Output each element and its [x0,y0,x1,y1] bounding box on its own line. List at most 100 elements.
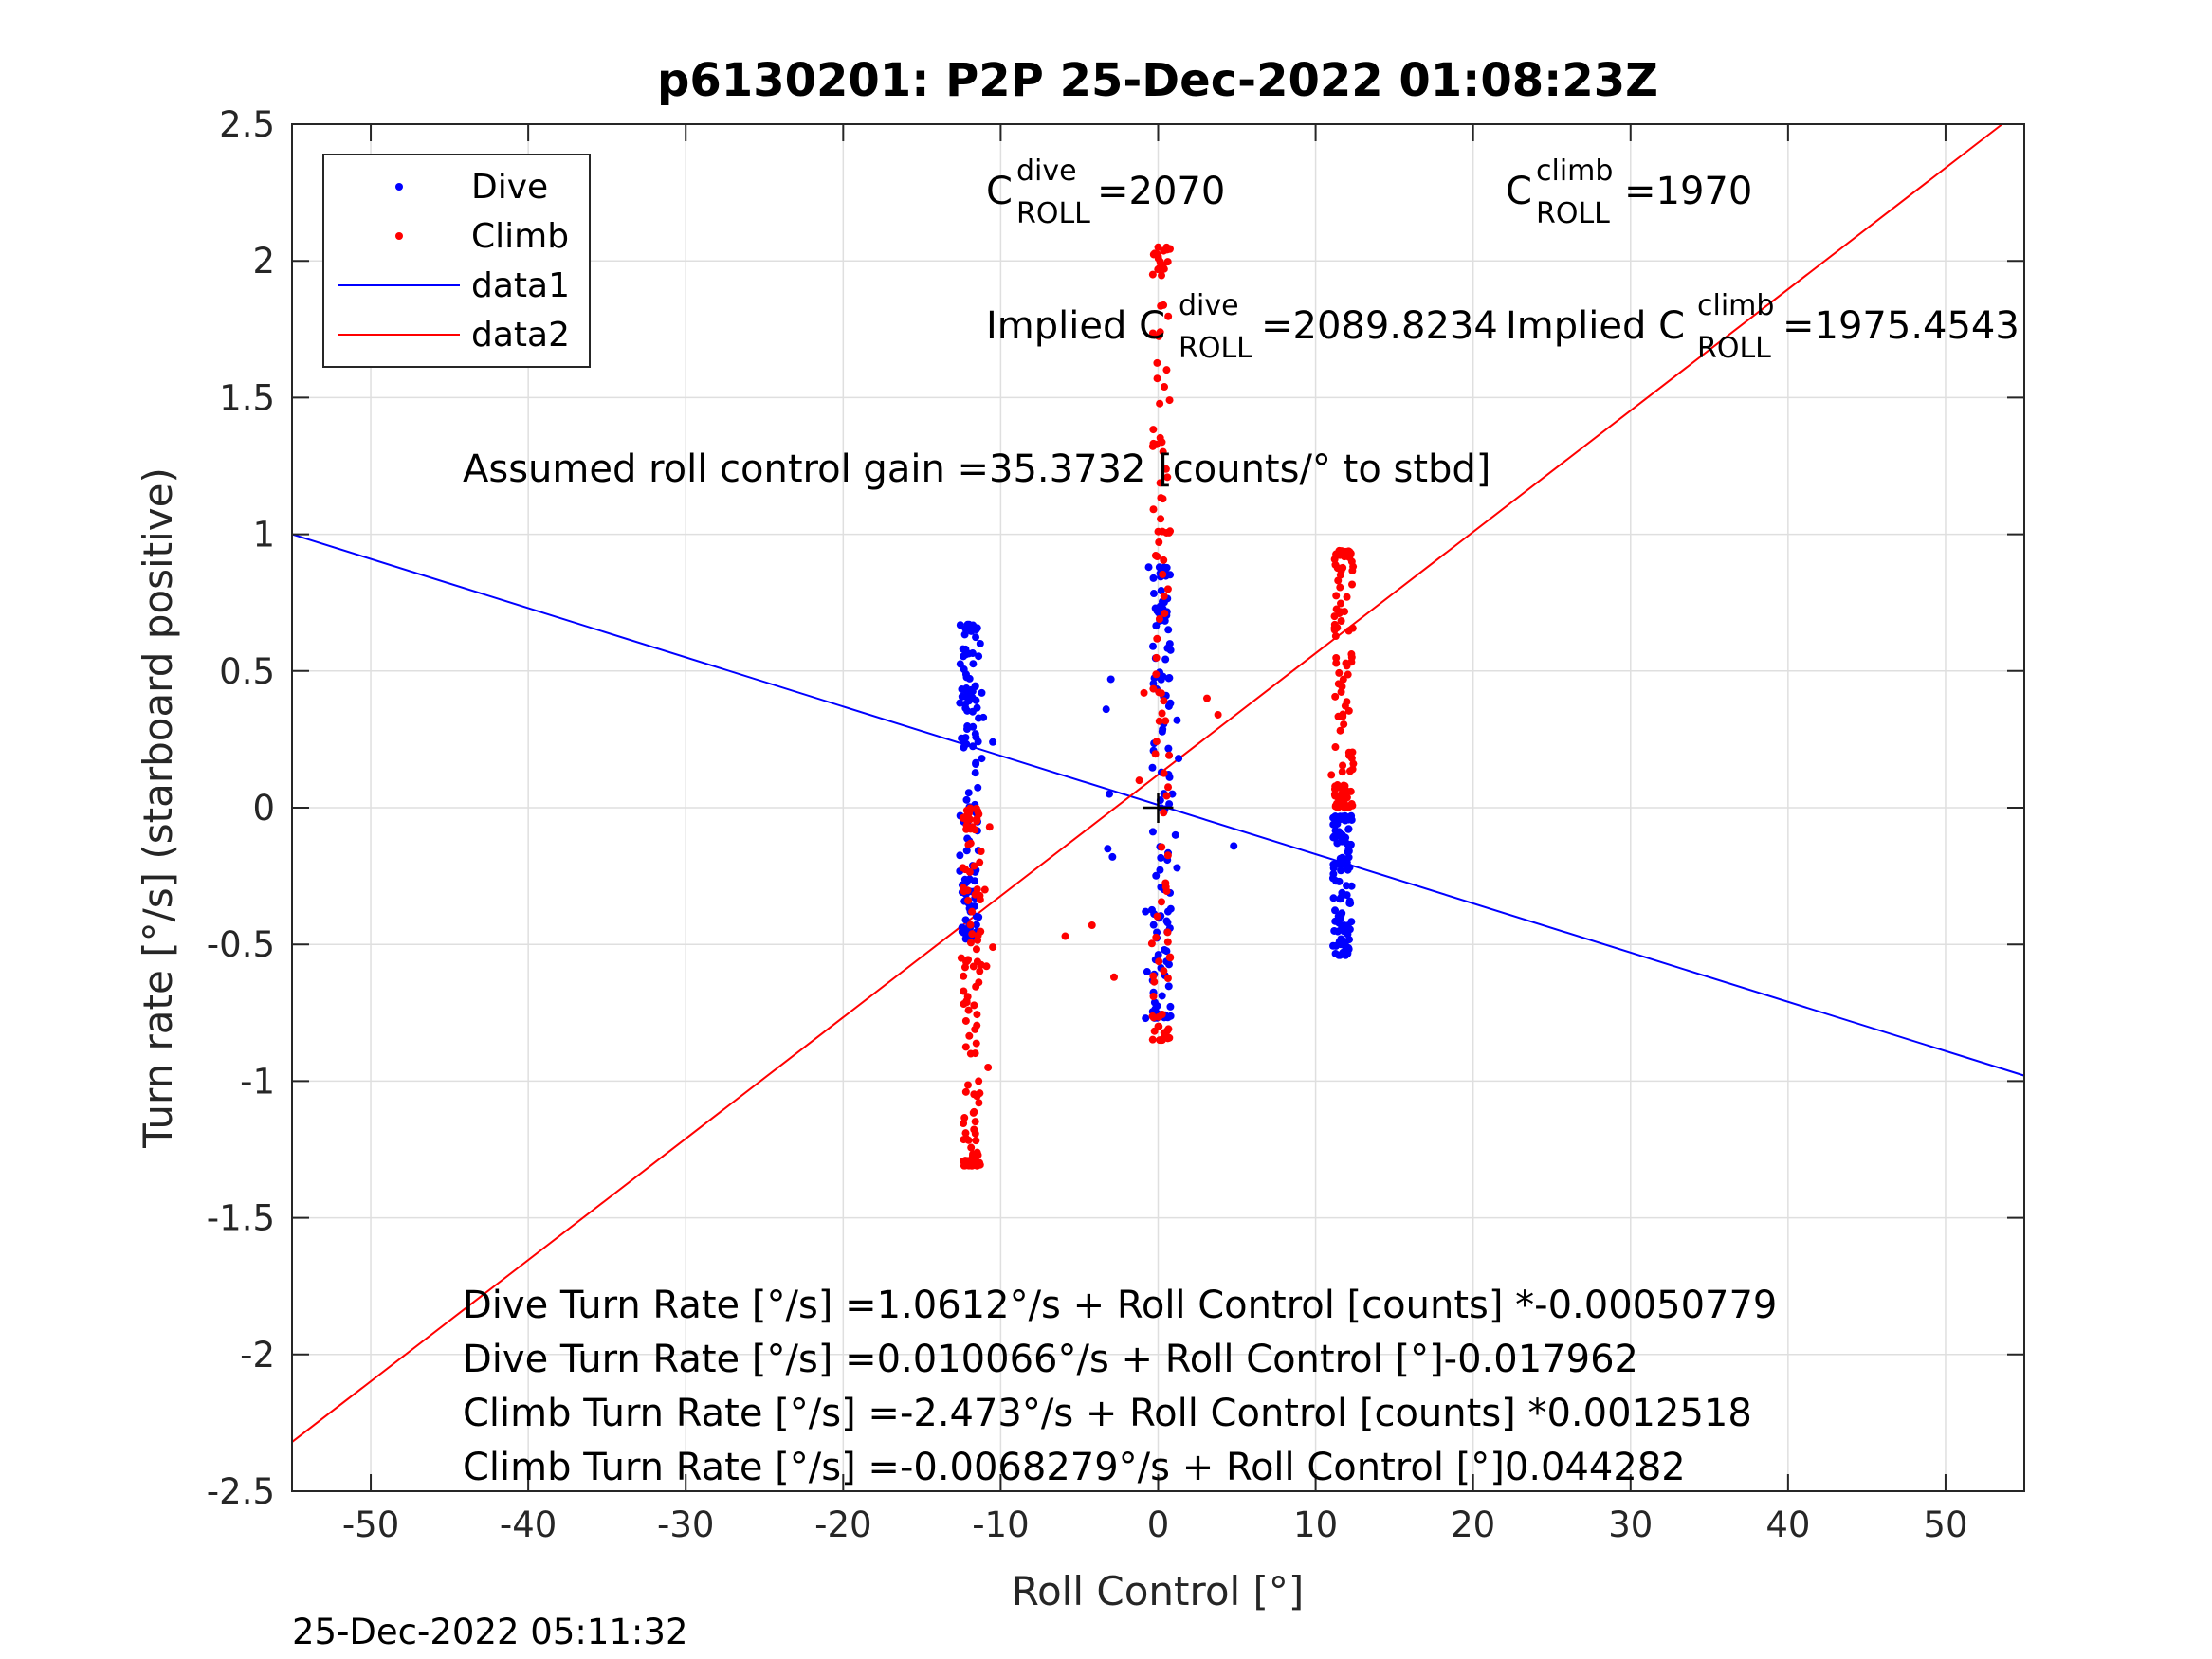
dive-point [972,633,980,642]
climb-point [966,939,975,947]
dive-point [1165,773,1174,781]
climb-point [1339,710,1347,719]
climb-point [957,954,965,962]
climb-point [1348,748,1357,757]
climb-point [962,821,971,830]
climb-point [1338,768,1346,776]
x-tick-label: 40 [1765,1504,1810,1545]
legend-dive-label: Dive [471,168,548,207]
dive-point [1329,894,1338,902]
dive-point [1329,869,1338,878]
origin-marker [1143,793,1174,823]
climb-point [1163,473,1172,482]
climb-point [1331,632,1340,641]
dive-point [1340,927,1348,936]
climb-point [1331,692,1340,701]
climb-point [1153,358,1161,367]
dive-point [1165,800,1174,809]
climb-point [1147,939,1156,948]
svg-text:=1970: =1970 [1624,170,1752,213]
dive-point [975,913,983,921]
x-tick-label: 20 [1451,1504,1495,1545]
climb-point [1163,928,1172,937]
fit-equation-2: Dive Turn Rate [°/s] =0.010066°/s + Roll… [463,1338,1638,1381]
svg-text:ROLL: ROLL [1016,197,1090,230]
svg-text:dive: dive [1179,289,1239,322]
climb-point [1154,527,1162,536]
climb-point [1334,680,1343,688]
climb-point [1159,447,1167,456]
dive-point [1149,574,1158,582]
climb-point [1152,653,1161,662]
climb-point [1341,794,1349,803]
svg-text:ROLL: ROLL [1697,332,1771,365]
legend-box [322,154,591,368]
climb-point [971,1025,979,1033]
legend-dive-marker [395,183,403,191]
climb-point [1348,801,1357,810]
climb-point [1333,624,1342,632]
y-tick-label: 0 [252,788,275,829]
climb-point [1153,634,1161,643]
climb-point [973,1092,981,1101]
dive-point [1337,911,1345,920]
climb-point [1339,675,1347,684]
svg-text:Implied C: Implied C [1506,304,1685,348]
climb-point [964,896,973,904]
dive-point [1161,655,1170,664]
climb-point [964,808,973,816]
climb-point [1148,329,1157,337]
climb-point [959,884,967,892]
y-axis-label: Turn rate [°/s] (starboard positive) [135,467,181,1149]
climb-point [1109,973,1118,981]
climb-point [1339,563,1347,572]
dive-point [1159,725,1167,734]
climb-point [1327,771,1336,779]
dive-point [968,649,977,658]
climb-point [971,1129,979,1138]
dive-point [969,660,978,668]
climb-point [959,864,967,872]
climb-point [1344,547,1353,556]
dive-point [1102,705,1110,714]
climb-point [971,1118,979,1126]
climb-point [1335,546,1344,555]
climb-point [1347,653,1356,662]
dive-point [1330,832,1339,841]
climb-point [960,1000,968,1009]
dive-point [1164,982,1173,991]
climb-point [1150,977,1159,986]
x-tick-label: 50 [1923,1504,1967,1545]
dive-point [1157,853,1165,862]
x-tick-label: -50 [342,1504,399,1545]
climb-point [1156,399,1164,408]
dive-point [967,685,976,694]
climb-point [1148,270,1157,279]
climb-point [1155,615,1163,624]
svg-text:C: C [986,170,1013,213]
climb-point [1166,527,1175,536]
dive-point [979,713,988,721]
climb-point [1160,697,1168,705]
climb-point [1156,1036,1164,1045]
y-tick-label: 1.5 [219,377,275,418]
chart-title: p6130201: P2P 25-Dec-2022 01:08:23Z [657,54,1658,107]
climb-point [972,1137,980,1145]
climb-point [1335,668,1344,677]
dive-point [1163,919,1172,927]
dive-point [1161,945,1169,954]
climb-point [961,1016,970,1025]
climb-point [961,1043,970,1051]
axis-ticks: -50 -40 -30 -20 -10 0 10 20 30 40 50-2.5-2-1.5-1-0… [207,104,2024,1545]
climb-point [975,1077,983,1085]
dive-point [1333,839,1342,848]
dive-point [1151,604,1160,612]
dive-point [969,742,978,751]
dive-point [1156,866,1164,874]
climb-point [1161,610,1169,618]
dive-point [1331,820,1340,829]
dive-point [1159,672,1167,681]
dive-point [1152,871,1161,880]
climb-point [1160,1029,1168,1037]
dive-point [972,921,980,929]
